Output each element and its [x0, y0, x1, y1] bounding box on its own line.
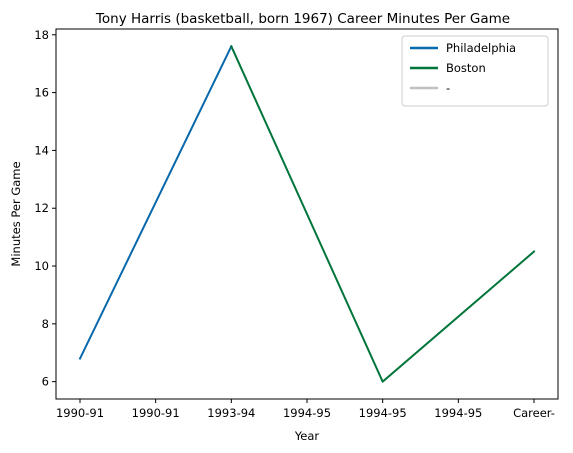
legend-box	[401, 35, 549, 107]
x-tick-label: 1994-95	[434, 406, 482, 420]
y-axis-label: Minutes Per Game	[9, 161, 23, 266]
legend: Philadelphia Boston -	[401, 35, 549, 107]
x-tick-label: 1990-91	[132, 406, 180, 420]
series-line-philadelphia	[78, 45, 233, 360]
y-axis: 6 8 10 12 14 16 18	[34, 28, 56, 389]
y-tick-label: 18	[34, 28, 49, 42]
legend-label: Philadelphia	[446, 41, 516, 55]
chart-title: Tony Harris (basketball, born 1967) Care…	[95, 11, 510, 27]
x-tick-label: 1993-94	[207, 406, 255, 420]
series-lines	[78, 45, 536, 383]
x-tick-label: 1994-95	[359, 406, 407, 420]
legend-label: -	[446, 81, 450, 95]
plot-frame	[55, 28, 559, 400]
x-tick-label: 1994-95	[283, 406, 331, 420]
y-tick-label: 6	[42, 375, 49, 389]
legend-label: Boston	[446, 61, 486, 75]
x-axis: 1990-91 1990-91 1993-94 1994-95 1994-95 1994-…	[56, 399, 555, 420]
x-axis-label: Year	[294, 429, 320, 443]
y-tick-label: 14	[34, 143, 49, 157]
y-tick-label: 12	[34, 201, 49, 215]
series-line-boston	[230, 45, 536, 383]
y-tick-label: 16	[34, 86, 49, 100]
x-tick-label: Career-	[513, 406, 555, 420]
y-tick-label: 10	[34, 259, 49, 273]
y-tick-label: 8	[42, 317, 49, 331]
x-tick-label: 1990-91	[56, 406, 104, 420]
